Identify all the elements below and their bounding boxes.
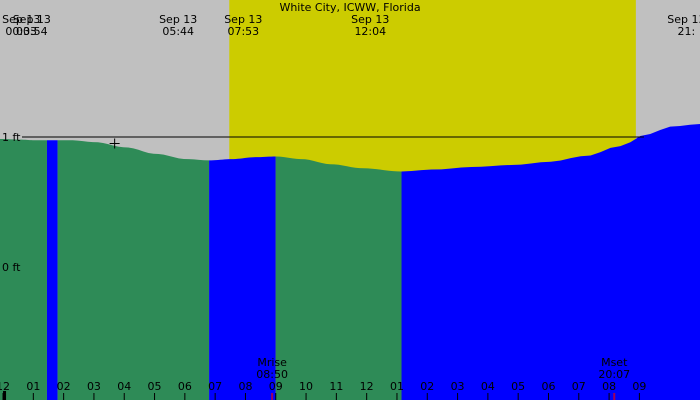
x-tick-label-7: 06 <box>178 380 192 393</box>
event-label-5: Sep 1321: <box>667 13 700 38</box>
x-tick-label-8: 07 <box>208 380 222 393</box>
event-date: Sep 13 <box>2 13 40 26</box>
event-date: Sep 13 <box>13 13 51 26</box>
x-tick-label-19: 06 <box>541 380 555 393</box>
chart-title: White City, ICWW, Florida <box>279 1 420 14</box>
x-tick-label-16: 03 <box>451 380 465 393</box>
x-tick-label-21: 08 <box>602 380 616 393</box>
x-tick-label-5: 04 <box>117 380 131 393</box>
x-tick-label-1: 12 <box>0 380 10 393</box>
x-tick-label-20: 07 <box>572 380 586 393</box>
x-tick-label-12: 11 <box>329 380 343 393</box>
x-tick-label-18: 05 <box>511 380 525 393</box>
tide-segment-rising-3 <box>209 156 276 400</box>
event-date: Sep 13 <box>351 13 389 26</box>
x-tick-label-6: 05 <box>148 380 162 393</box>
event-date: Sep 13 <box>224 13 262 26</box>
event-date: Sep 13 <box>159 13 197 26</box>
x-tick-label-17: 04 <box>481 380 495 393</box>
x-tick-label-3: 02 <box>57 380 71 393</box>
moon-event-name: Mrise <box>257 356 287 369</box>
tide-segment-falling-4 <box>275 156 402 400</box>
event-time: 05:44 <box>162 25 194 38</box>
y-tick-label-1: 0 ft <box>2 261 21 274</box>
y-tick-label-0: 1 ft <box>2 131 21 144</box>
x-tick-label-15: 02 <box>420 380 434 393</box>
x-tick-label-4: 03 <box>87 380 101 393</box>
current-level-marker <box>109 138 120 149</box>
x-tick-label-9: 08 <box>238 380 252 393</box>
tide-segment-rising-5 <box>401 124 700 400</box>
x-axis-ticks: 1120102030405060708091011120102030405060… <box>0 380 646 400</box>
x-tick-label-14: 01 <box>390 380 404 393</box>
x-tick-label-22: 09 <box>632 380 646 393</box>
event-time: 00:54 <box>16 25 48 38</box>
tide-segment-falling-0 <box>0 138 47 400</box>
event-time: 12:04 <box>354 25 386 38</box>
event-time: 21: <box>678 25 696 38</box>
event-time: 00:33 <box>5 25 37 38</box>
event-date: Sep 13 <box>667 13 700 26</box>
x-tick-label-10: 09 <box>269 380 283 393</box>
moon-event-time: 08:50 <box>256 368 288 381</box>
tide-segment-falling-2 <box>57 140 210 400</box>
tide-area-segments <box>0 124 700 400</box>
tide-segment-rising-1 <box>46 140 58 400</box>
event-time: 07:53 <box>227 25 259 38</box>
moon-event-name: Mset <box>601 356 628 369</box>
x-tick-label-2: 01 <box>26 380 40 393</box>
moon-event-time: 20:07 <box>598 368 630 381</box>
x-tick-label-13: 12 <box>360 380 374 393</box>
x-tick-label-11: 10 <box>299 380 313 393</box>
